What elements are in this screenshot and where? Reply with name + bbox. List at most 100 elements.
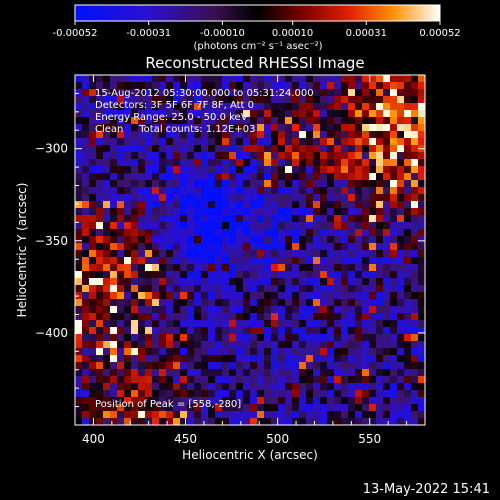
heatmap-cell [362,404,370,412]
heatmap-cell [348,201,356,209]
heatmap-cell [278,327,286,335]
heatmap-cell [320,82,328,90]
heatmap-cell [257,229,265,237]
heatmap-cell [145,250,153,258]
heatmap-cell [173,299,181,307]
heatmap-cell [89,306,97,314]
heatmap-cell [243,369,251,377]
heatmap-cell [320,418,328,425]
heatmap-cell [236,110,244,118]
heatmap-cell [397,320,405,328]
heatmap-cell [299,397,307,405]
heatmap-cell [376,243,384,251]
heatmap-cell [264,110,272,118]
heatmap-cell [285,236,293,244]
heatmap-cell [404,194,412,202]
heatmap-cell [103,257,111,265]
heatmap-cell [271,306,279,314]
heatmap-cell [404,411,412,419]
heatmap-cell [369,215,377,223]
heatmap-cell [222,355,230,363]
heatmap-cell [390,152,398,160]
heatmap-cell [208,229,216,237]
heatmap-cell [173,166,181,174]
heatmap-cell [292,306,300,314]
heatmap-cell [173,250,181,258]
heatmap-cell [285,257,293,265]
heatmap-cell [264,299,272,307]
heatmap-cell [369,117,377,125]
heatmap-cell [131,243,139,251]
heatmap-cell [313,166,321,174]
heatmap-cell [411,236,419,244]
heatmap-cell [299,89,307,97]
heatmap-cell [397,152,405,160]
heatmap-cell [201,180,209,188]
heatmap-cell [117,404,125,412]
heatmap-cell [194,124,202,132]
heatmap-cell [243,208,251,216]
heatmap-cell [341,341,349,349]
heatmap-cell [376,369,384,377]
heatmap-cell [110,124,118,132]
heatmap-cell [355,257,363,265]
heatmap-cell [306,75,314,83]
heatmap-cell [236,75,244,83]
heatmap-cell [243,334,251,342]
heatmap-cell [229,362,237,370]
heatmap-cell [131,376,139,384]
heatmap-cell [159,362,167,370]
heatmap-cell [159,152,167,160]
heatmap-cell [110,383,118,391]
heatmap-cell [159,369,167,377]
heatmap-cell [355,145,363,153]
heatmap-cell [313,404,321,412]
heatmap-cell [201,271,209,279]
heatmap-cell [327,362,335,370]
heatmap-cell [243,173,251,181]
heatmap-cell [138,75,146,83]
heatmap-cell [229,103,237,111]
heatmap-cell [180,418,188,425]
heatmap-cell [215,110,223,118]
heatmap-cell [264,376,272,384]
heatmap-cell [124,355,132,363]
heatmap-cell [250,187,258,195]
heatmap-cell [390,180,398,188]
heatmap-cell [320,250,328,258]
heatmap-cell [215,145,223,153]
heatmap-cell [341,404,349,412]
heatmap-cell [306,334,314,342]
heatmap-cell [243,355,251,363]
heatmap-cell [187,138,195,146]
heatmap-cell [75,194,83,202]
heatmap-cell [131,124,139,132]
heatmap-cell [124,292,132,300]
heatmap-cell [208,96,216,104]
heatmap-cell [187,152,195,160]
heatmap-cell [362,215,370,223]
heatmap-cell [96,250,104,258]
heatmap-cell [82,418,90,425]
heatmap-cell [152,285,160,293]
heatmap-cell [110,89,118,97]
heatmap-cell [145,369,153,377]
heatmap-cell [264,215,272,223]
heatmap-cell [117,103,125,111]
heatmap-cell [173,138,181,146]
heatmap-cell [152,222,160,230]
heatmap-cell [145,166,153,174]
heatmap-cell [285,117,293,125]
heatmap-cell [131,89,139,97]
heatmap-cell [404,404,412,412]
heatmap-cell [208,194,216,202]
heatmap-cell [313,208,321,216]
heatmap-cell [159,292,167,300]
heatmap-cell [355,411,363,419]
heatmap-cell [271,285,279,293]
heatmap-cell [397,145,405,153]
heatmap-cell [250,138,258,146]
heatmap-cell [313,201,321,209]
heatmap-cell [96,75,104,83]
heatmap-cell [404,306,412,314]
